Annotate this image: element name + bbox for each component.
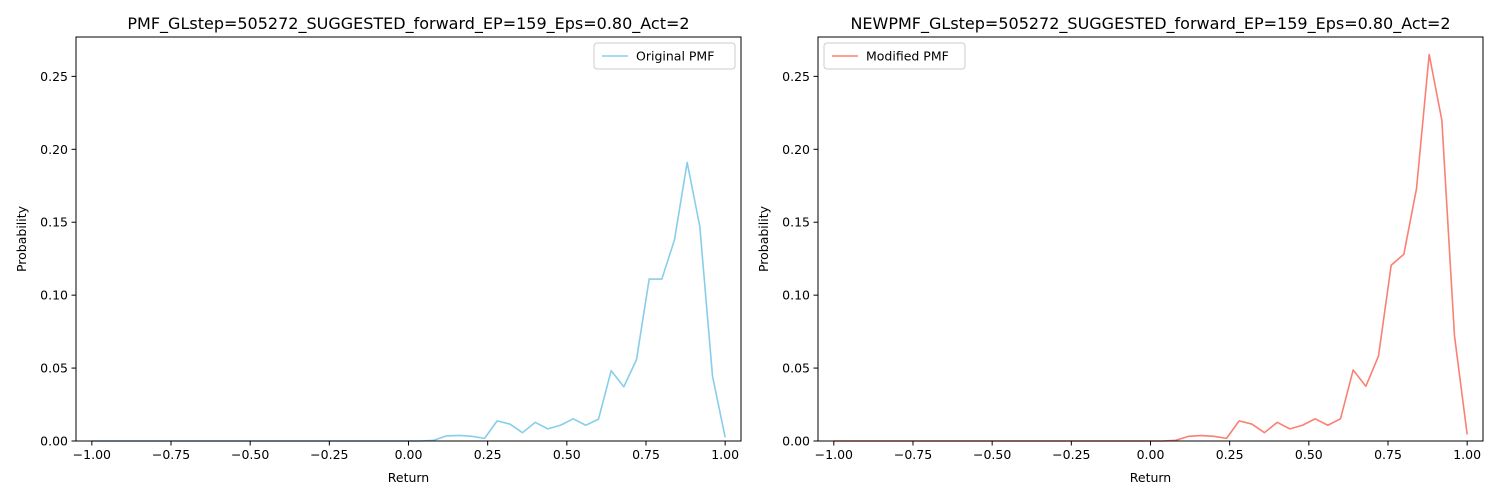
y-tick-label: 0.20 — [782, 142, 810, 157]
y-tick-label: 0.00 — [782, 434, 810, 449]
chart-title: NEWPMF_GLstep=505272_SUGGESTED_forward_E… — [850, 14, 1450, 34]
subplot-1: −1.00 −0.75 −0.50 −0.25 0.00 0.25 0.50 0.75 1.00… — [14, 14, 742, 485]
x-tick-label: 0.25 — [474, 447, 502, 462]
series-line-1 — [833, 53, 1468, 442]
x-tick-label: −0.75 — [894, 447, 932, 462]
y-tick-label: 0.05 — [40, 361, 68, 376]
x-tick-label: 0.25 — [1216, 447, 1244, 462]
plot-frame — [817, 36, 1484, 442]
x-tick-label: 1.00 — [1453, 447, 1481, 462]
y-tick-label: 0.15 — [40, 215, 68, 230]
y-tick-label: 0.25 — [40, 69, 68, 84]
y-tick-label: 0.10 — [782, 288, 810, 303]
legend-box — [593, 42, 736, 70]
x-tick-label: 1.00 — [711, 447, 739, 462]
x-tick-label: 0.00 — [1137, 447, 1165, 462]
legend-box — [823, 42, 966, 70]
series-line-1 — [91, 161, 726, 442]
y-tick-label: 0.25 — [782, 69, 810, 84]
plot-frame — [75, 36, 742, 442]
x-tick-label: 0.50 — [1295, 447, 1323, 462]
x-tick-label: −0.75 — [152, 447, 190, 462]
x-tick-label: −0.25 — [310, 447, 348, 462]
y-axis-label: Probability — [756, 205, 771, 272]
y-tick-label: 0.00 — [40, 434, 68, 449]
y-tick-label: 0.15 — [782, 215, 810, 230]
x-tick-label: −1.00 — [73, 447, 111, 462]
x-tick-label: 0.75 — [1374, 447, 1402, 462]
y-axis-label: Probability — [14, 205, 29, 272]
x-tick-label: −0.50 — [973, 447, 1011, 462]
x-axis-label: Return — [388, 470, 429, 485]
x-tick-label: 0.75 — [632, 447, 660, 462]
legend: Original PMF — [593, 42, 736, 70]
x-tick-label: 0.00 — [395, 447, 423, 462]
x-tick-label: 0.50 — [553, 447, 581, 462]
subplot-2: −1.00 −0.75 −0.50 −0.25 0.00 0.25 0.50 0.75 1.00… — [756, 14, 1484, 485]
y-tick-label: 0.10 — [40, 288, 68, 303]
legend-label: Original PMF — [636, 49, 714, 64]
x-axis-label: Return — [1130, 470, 1171, 485]
x-tick-label: −1.00 — [815, 447, 853, 462]
y-tick-label: 0.05 — [782, 361, 810, 376]
x-tick-label: −0.25 — [1052, 447, 1090, 462]
y-tick-label: 0.20 — [40, 142, 68, 157]
legend: Modified PMF — [823, 42, 966, 70]
legend-label: Modified PMF — [866, 49, 949, 64]
x-tick-label: −0.50 — [231, 447, 269, 462]
chart-title: PMF_GLstep=505272_SUGGESTED_forward_EP=1… — [127, 14, 689, 34]
